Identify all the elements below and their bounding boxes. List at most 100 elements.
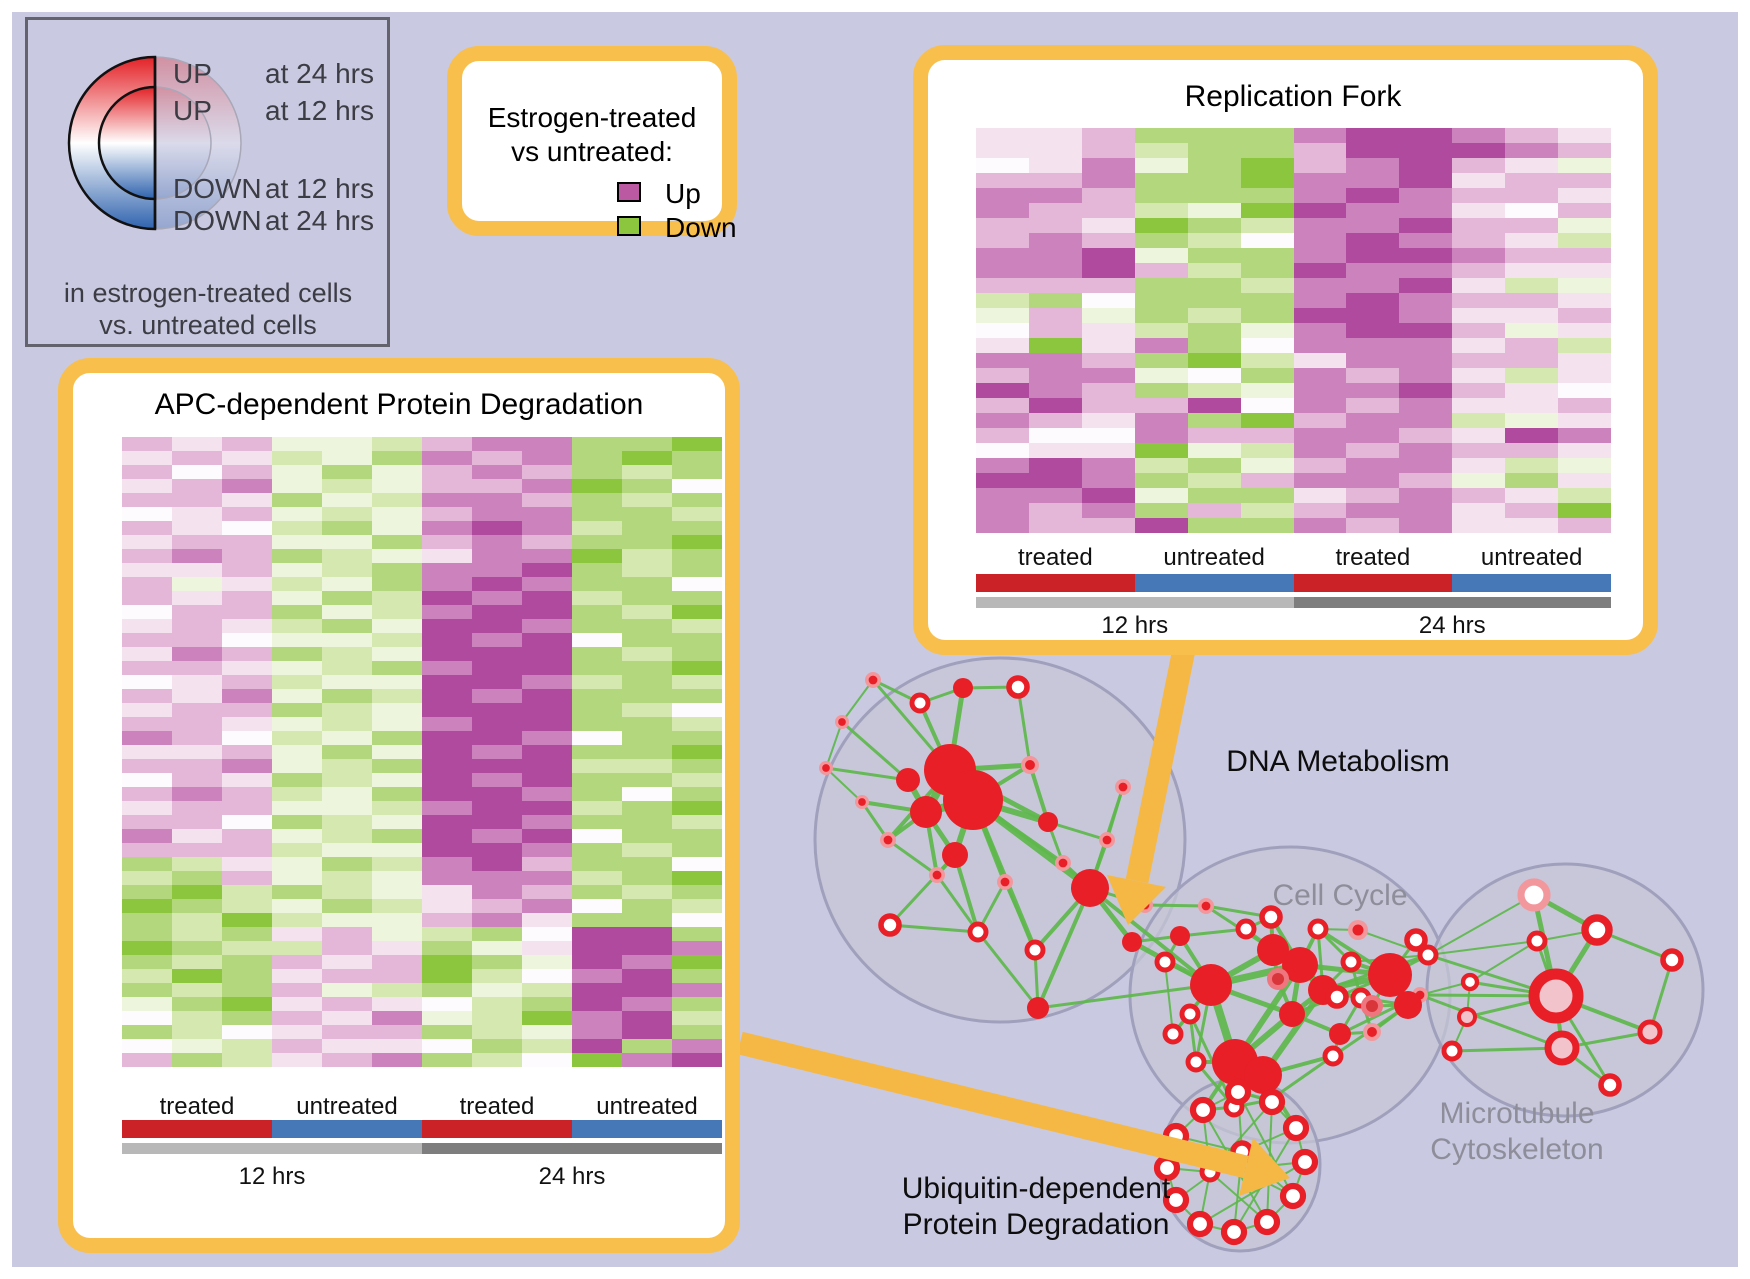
heatmap-cell [572,941,622,955]
updown-legend-title-line2: vs untreated: [511,136,673,167]
network-node-solid [1122,932,1142,952]
network-node-halo-core [1058,858,1068,868]
heatmap-cell [1399,308,1453,323]
network-edge [1450,1046,1564,1053]
heatmap-cell [522,1039,572,1053]
heatmap-cell [1558,278,1611,293]
heatmap-cell [322,941,372,955]
column-group-label: untreated [1480,544,1583,571]
heatmap-cell [1134,353,1188,368]
heatmap-cell [1452,278,1506,293]
heatmap-cell [572,507,622,521]
heatmap-cell [1134,398,1188,413]
heatmap-cell [1293,518,1347,533]
heatmap-cell [672,717,722,731]
heatmap-cell [1558,248,1611,263]
network-node-halo-core [868,675,878,685]
heatmap-cell [172,843,222,857]
heatmap-cell [222,885,272,899]
heatmap-cell [1399,398,1453,413]
heatmap-cell [1346,278,1400,293]
heatmap-cell [222,493,272,507]
heatmap-cell [672,619,722,633]
heatmap-cell [572,731,622,745]
heatmap-cell [1081,278,1135,293]
heatmap-cell [1240,218,1294,233]
heatmap-cell [1081,353,1135,368]
heatmap-cell [222,997,272,1011]
heatmap-cell [1240,158,1294,173]
heatmap-cell [1558,383,1611,398]
heatmap-cell [522,563,572,577]
heatmap-cell [572,591,622,605]
heatmap-cell [1187,443,1241,458]
network-edge [824,766,910,782]
heatmap-cell [122,787,172,801]
heatmap-cell [1558,323,1611,338]
heatmap-cell [1452,143,1506,158]
network-node-ring [1340,951,1362,973]
heatmap-cell [1399,443,1453,458]
heatmap-cell [1558,503,1611,518]
heatmap-cell [372,507,422,521]
heatmap-cell [222,745,272,759]
heatmap-cell [1558,413,1611,428]
heatmap-cell [1558,473,1611,488]
heatmap-cell [622,843,672,857]
heatmap-cell [322,815,372,829]
heatmap-cell [472,689,522,703]
heatmap-cell [1452,503,1506,518]
heatmap-cell [1081,443,1135,458]
heatmap-cell [1028,413,1082,428]
heatmap-cell [1346,218,1400,233]
heatmap-cell [622,521,672,535]
heatmap-cell [422,913,472,927]
network-edge [1088,886,1213,987]
hrs24-bar [1293,597,1611,608]
network-node-halo-core [1000,877,1010,887]
heatmap-cell [272,1053,322,1067]
heatmap-cell [622,647,672,661]
heatmap-cell [422,577,472,591]
heatmap-cell [222,787,272,801]
heatmap-cell [172,731,222,745]
heatmap-cell [1028,143,1082,158]
heatmap-cell [672,913,722,927]
network-node-solid [1038,812,1058,832]
treated-bar [122,1120,272,1138]
heatmap-cell [322,759,372,773]
heatmap-cell [472,591,522,605]
heatmap-cell [222,843,272,857]
heatmap-cell [1134,143,1188,158]
heatmap-cell [1240,263,1294,278]
heatmap-cell [1134,293,1188,308]
heatmap-cell [372,647,422,661]
heatmap-cell [322,857,372,871]
heatmap-cell [622,983,672,997]
untreated-bar [1134,574,1294,592]
heatmap-cell [1505,428,1559,443]
heatmap-cell [522,717,572,731]
heatmap-cell [322,689,372,703]
heatmap-cell [1028,383,1082,398]
heatmap-cell [1293,233,1347,248]
heatmap-cell [1081,128,1135,143]
heatmap-cell [1293,143,1347,158]
heatmap-cell [122,857,172,871]
heatmap-cell [522,983,572,997]
heatmap-cell [1558,518,1611,533]
heatmap-cell [272,843,322,857]
heatmap-cell [572,521,622,535]
network-node-halo-core [1102,835,1112,845]
time-group-label: 12 hrs [238,1163,306,1190]
network-node-halo-core [1118,782,1128,792]
heatmap-cell [122,549,172,563]
heatmap-cell [1505,233,1559,248]
heatmap-cell [1028,323,1082,338]
heatmap-cell [272,591,322,605]
heatmap-cell [422,731,472,745]
heatmap-cell [372,465,422,479]
heatmap-cell [122,955,172,969]
heatmap-cell [1081,428,1135,443]
heatmap-cell [1134,263,1188,278]
